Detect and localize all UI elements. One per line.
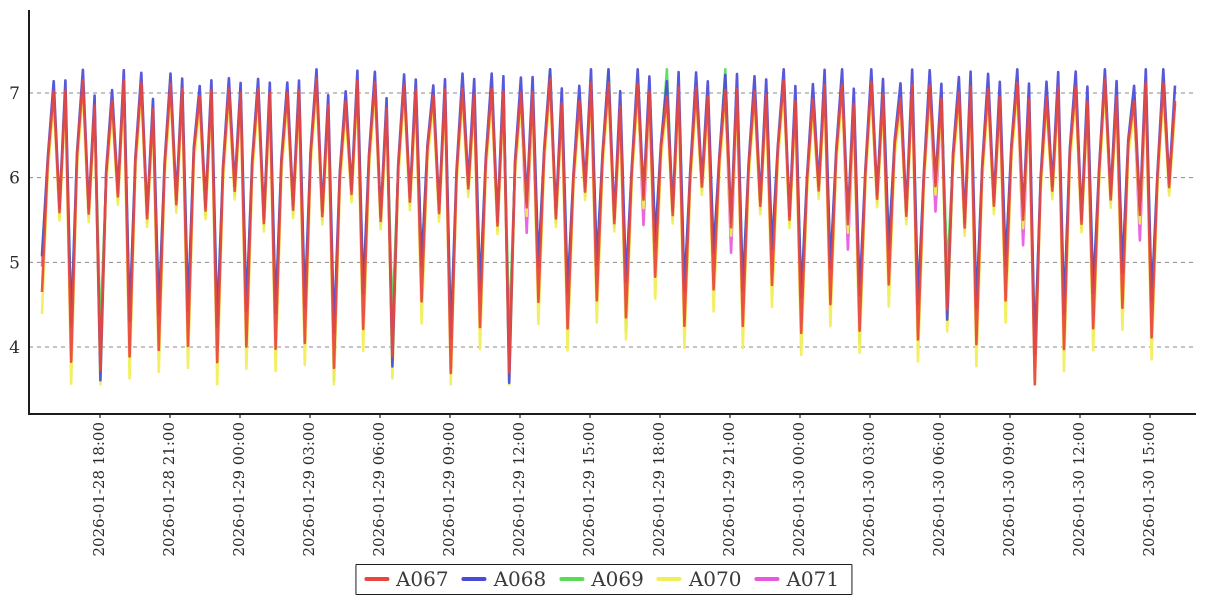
y-tick-label-5: 5 xyxy=(9,253,20,273)
legend-item-a068: A068 xyxy=(461,567,547,591)
x-tick-label-6: 2026-01-29 12:00 xyxy=(510,422,528,556)
legend-swatch-a069 xyxy=(559,577,585,581)
x-tick-label-1: 2026-01-28 21:00 xyxy=(160,422,178,556)
x-tick-label-5: 2026-01-29 09:00 xyxy=(440,422,458,556)
legend-swatch-a071 xyxy=(754,577,780,581)
legend-item-a069: A069 xyxy=(559,567,644,591)
x-tick-label-8: 2026-01-29 18:00 xyxy=(650,422,668,556)
y-tick-label-7: 7 xyxy=(9,84,20,104)
x-tick-label-4: 2026-01-29 06:00 xyxy=(370,422,388,556)
x-tick-label-14: 2026-01-30 12:00 xyxy=(1070,422,1088,556)
legend-item-a070: A070 xyxy=(656,567,742,591)
x-tick-label-15: 2026-01-30 15:00 xyxy=(1140,422,1158,556)
x-tick-label-10: 2026-01-30 00:00 xyxy=(790,422,808,556)
legend-item-a071: A071 xyxy=(754,567,839,591)
legend-swatch-a068 xyxy=(461,577,487,581)
legend-swatch-a067 xyxy=(363,577,389,581)
x-tick-label-7: 2026-01-29 15:00 xyxy=(580,422,598,556)
x-tick-label-11: 2026-01-30 03:00 xyxy=(860,422,878,556)
legend-label-a069: A069 xyxy=(591,567,644,591)
legend-item-a067: A067 xyxy=(363,567,449,591)
x-tick-label-3: 2026-01-29 03:00 xyxy=(300,422,318,556)
y-tick-label-4: 4 xyxy=(9,338,20,358)
legend-label-a070: A070 xyxy=(688,567,742,591)
legend-label-a067: A067 xyxy=(395,567,449,591)
x-tick-label-13: 2026-01-30 09:00 xyxy=(1000,422,1018,556)
legend: A067 A068 A069 A070 A071 xyxy=(354,564,853,595)
series-line-A067 xyxy=(40,77,1177,386)
x-tick-label-2: 2026-01-29 00:00 xyxy=(230,422,248,556)
x-tick-label-9: 2026-01-29 21:00 xyxy=(720,422,738,556)
legend-label-a071: A071 xyxy=(786,567,840,591)
legend-swatch-a070 xyxy=(656,577,682,581)
legend-label-a068: A068 xyxy=(493,567,547,591)
x-tick-label-0: 2026-01-28 18:00 xyxy=(90,422,108,556)
y-tick-label-6: 6 xyxy=(9,169,20,189)
x-tick-label-12: 2026-01-30 06:00 xyxy=(930,422,948,556)
